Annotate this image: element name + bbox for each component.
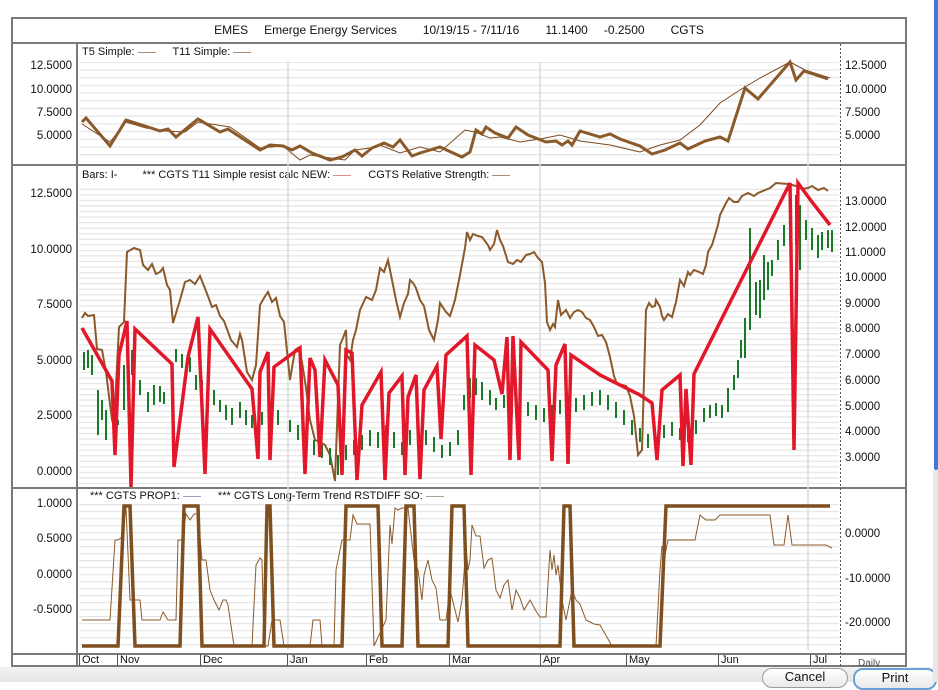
legend-resist: *** CGTS T11 Simple resist calc NEW: (142, 169, 331, 181)
y-tick-label: 10.0000 (30, 84, 72, 96)
y-tick-label: 12.0000 (845, 222, 887, 234)
dialog-button-bar (0, 667, 938, 682)
x-tick-label: Mar (449, 654, 471, 666)
legend-t5: T5 Simple: (82, 46, 135, 58)
prop1-line (82, 504, 830, 648)
y-tick-label: 5.0000 (845, 130, 881, 142)
relative-strength-line (81, 181, 829, 482)
resist-calc-line (80, 177, 832, 488)
cancel-button[interactable]: Cancel (762, 668, 848, 688)
y-tick-label: 3.0000 (845, 452, 881, 464)
y-tick-label: 5.0000 (36, 355, 72, 367)
y-tick-label: 0.0000 (36, 569, 72, 581)
legend-bars: Bars: I- (82, 169, 118, 181)
y-tick-label: 13.0000 (845, 196, 887, 208)
x-tick-label: Feb (366, 654, 388, 666)
rstdiff-so-line (82, 507, 833, 647)
panel-divider (11, 653, 907, 655)
y-tick-label: -0.5000 (32, 604, 72, 616)
main-legend: Bars: I- *** CGTS T11 Simple resist calc… (82, 169, 524, 181)
y-tick-label: 11.0000 (845, 247, 886, 259)
panel-divider (11, 487, 907, 489)
y-tick-label: 0.0000 (36, 466, 72, 478)
legend-t11: T11 Simple: (172, 46, 231, 58)
legend-swatch (233, 51, 252, 53)
print-button[interactable]: Print (853, 668, 937, 690)
y-tick-label: 10.0000 (845, 272, 887, 284)
legend-prop1: *** CGTS PROP1: (90, 490, 180, 502)
header-compare: CGTS (670, 22, 704, 37)
y-tick-label: 6.0000 (845, 375, 881, 387)
x-tick-label: Jan (287, 654, 308, 666)
y-tick-label: 5.0000 (36, 130, 72, 142)
header-change: -0.2500 (603, 22, 645, 37)
y-tick-label: 12.5000 (30, 188, 72, 200)
x-tick-label: Dec (200, 654, 223, 666)
t5-simple-line (80, 59, 829, 162)
y-tick-label: 7.5000 (36, 299, 72, 311)
header-last: 11.1400 (545, 22, 588, 37)
panel-divider (11, 164, 907, 166)
right-axis-divider (840, 44, 841, 667)
y-tick-label: 7.5000 (845, 107, 881, 119)
price-legend: T5 Simple: T11 Simple: (82, 46, 265, 58)
y-tick-label: 4.0000 (845, 426, 881, 438)
y-tick-label: 12.5000 (845, 60, 887, 72)
osc-legend: *** CGTS PROP1: *** CGTS Long-Term Trend… (90, 490, 458, 502)
x-tick-label: Apr (540, 654, 560, 666)
x-tick-label: May (626, 654, 650, 666)
y-tick-label: 0.5000 (36, 533, 72, 545)
y-tick-label: 7.5000 (36, 107, 72, 119)
x-tick-label: Jun (718, 654, 739, 666)
y-tick-label: 8.0000 (845, 323, 881, 335)
y-tick-label: 1.0000 (36, 498, 72, 510)
legend-swatch (492, 174, 511, 176)
osc-gridlines (79, 500, 839, 650)
y-tick-label: 0.0000 (845, 528, 881, 540)
window-edge (933, 470, 938, 682)
y-tick-label: 7.0000 (845, 349, 881, 361)
legend-relative-strength: CGTS Relative Strength: (368, 169, 490, 181)
header-symbol: EMES (214, 22, 249, 37)
x-tick-label: Jul (810, 654, 827, 666)
y-tick-label: 12.5000 (30, 60, 72, 72)
x-tick-label: Oct (79, 654, 99, 666)
price-bars (83, 195, 833, 475)
y-tick-label: 9.0000 (845, 298, 881, 310)
y-tick-label: 10.0000 (845, 84, 887, 96)
legend-swatch (333, 174, 352, 176)
legend-swatch (425, 495, 444, 497)
x-tick-label: Nov (117, 654, 140, 666)
window-edge (934, 0, 938, 470)
header-company: Emerge Energy Services (264, 22, 397, 37)
y-tick-label: -10.0000 (845, 573, 891, 585)
price-gridlines (79, 62, 839, 162)
chart-header: EMES Emerge Energy Services 10/19/15 - 7… (11, 17, 907, 44)
y-tick-label: -20.0000 (845, 617, 891, 629)
y-tick-label: 10.0000 (30, 244, 72, 256)
legend-swatch (137, 51, 156, 53)
legend-rstdiff: *** CGTS Long-Term Trend RSTDIFF SO: (217, 490, 423, 502)
y-tick-label: 2.5000 (36, 410, 72, 422)
header-range: 10/19/15 - 7/11/16 (422, 22, 520, 37)
legend-swatch (182, 495, 201, 497)
left-axis-divider (76, 44, 78, 667)
y-tick-label: 5.0000 (845, 401, 881, 413)
periodicity-label: Daily (858, 658, 881, 669)
